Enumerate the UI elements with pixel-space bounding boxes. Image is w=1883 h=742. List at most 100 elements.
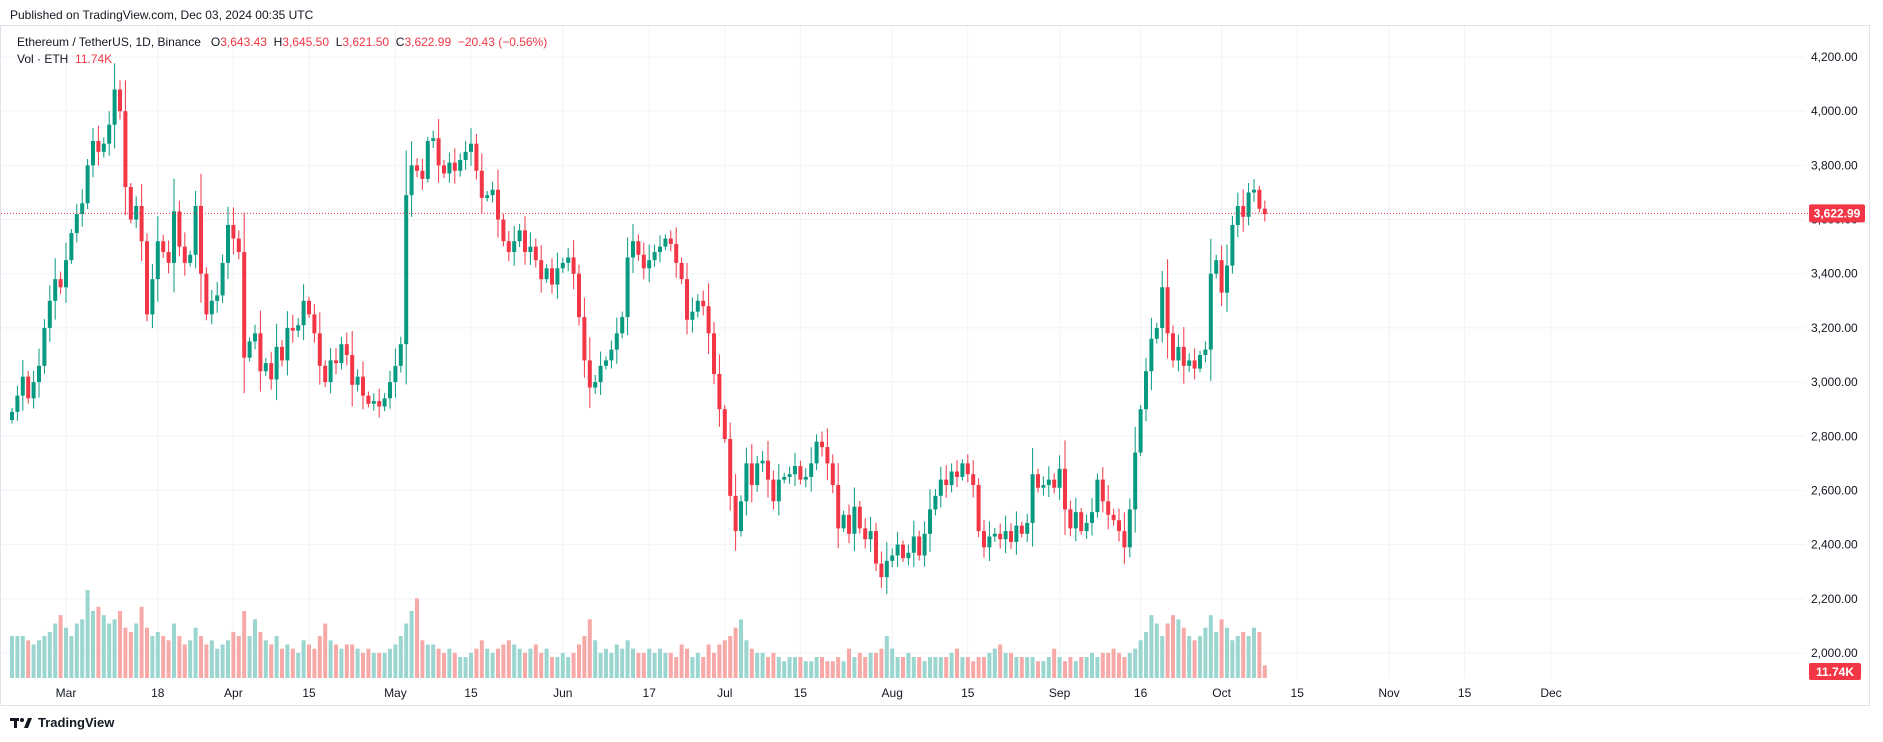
- volume-bar: [334, 644, 338, 678]
- volume-bar: [469, 652, 473, 678]
- volume-bar: [749, 648, 754, 678]
- candle-body: [409, 165, 414, 196]
- candle-body: [739, 501, 743, 532]
- x-tick-label: May: [384, 686, 407, 700]
- candle-body: [911, 536, 916, 553]
- candle-body: [236, 238, 241, 253]
- candle-body: [1068, 509, 1073, 529]
- candle-body: [355, 376, 360, 385]
- candle-body: [776, 479, 781, 502]
- candle-body: [107, 124, 112, 144]
- candle-body: [1100, 479, 1105, 502]
- volume-bar: [922, 661, 927, 678]
- candle-body: [15, 395, 20, 412]
- candle-body: [274, 346, 279, 380]
- volume-bar: [247, 636, 252, 678]
- volume-bar: [965, 657, 970, 678]
- volume-bar: [1014, 657, 1019, 678]
- candle-body: [215, 295, 220, 301]
- volume-bar: [614, 644, 619, 678]
- candle-body: [226, 224, 230, 263]
- candle-body: [31, 382, 36, 399]
- volume-bar: [253, 619, 257, 678]
- symbol-name[interactable]: Ethereum / TetherUS, 1D, Binance: [17, 35, 201, 49]
- candle-body: [512, 241, 517, 253]
- change-value: −20.43 (−0.56%): [457, 35, 548, 49]
- volume-row[interactable]: Vol · ETH 11.74K: [17, 51, 547, 68]
- volume-bar: [577, 644, 581, 678]
- volume-bar: [620, 648, 625, 678]
- volume-bar: [280, 648, 284, 678]
- candle-body: [1241, 206, 1246, 217]
- candle-body: [901, 544, 905, 559]
- volume-bar: [609, 652, 614, 678]
- brand-name: TradingView: [38, 715, 115, 730]
- volume-bar: [544, 648, 549, 678]
- symbol-row[interactable]: Ethereum / TetherUS, 1D, Binance O3,643.…: [17, 34, 547, 51]
- last-volume-label: 11.74K: [1816, 665, 1854, 679]
- volume-bar: [296, 652, 301, 678]
- candle-body: [323, 365, 328, 383]
- x-tick-label: Sep: [1049, 686, 1071, 700]
- volume-bar: [992, 648, 997, 678]
- candle-body: [533, 246, 538, 261]
- candle-body: [479, 170, 484, 198]
- candle-body: [91, 140, 95, 166]
- volume-bar: [1181, 627, 1186, 678]
- candle-body: [420, 170, 425, 179]
- volume-bar: [593, 640, 598, 678]
- candle-body: [663, 238, 668, 247]
- volume-bar: [42, 636, 47, 678]
- volume-bar: [415, 598, 419, 678]
- volume-bar: [74, 623, 79, 678]
- volume-bar: [404, 623, 409, 678]
- y-tick-label: 2,200.00: [1811, 592, 1858, 606]
- candle-body: [771, 479, 776, 502]
- tradingview-footer[interactable]: TradingView: [10, 715, 114, 730]
- candle-body: [393, 365, 398, 383]
- close-label: C: [395, 35, 405, 49]
- candle-body: [463, 151, 468, 160]
- candle-body: [307, 300, 311, 315]
- candle-body: [933, 495, 938, 510]
- candle-body: [1214, 260, 1219, 274]
- volume-bar: [204, 644, 209, 678]
- volume-bar: [1090, 652, 1094, 678]
- volume-bar: [911, 657, 916, 678]
- volume-bar: [285, 644, 290, 678]
- chart-legend: Ethereum / TetherUS, 1D, Binance O3,643.…: [17, 34, 547, 68]
- x-tick-label: Nov: [1378, 686, 1399, 700]
- volume-bar: [1106, 652, 1111, 678]
- volume-bar: [361, 652, 365, 678]
- volume-bar: [852, 657, 857, 678]
- candle-body: [685, 279, 689, 320]
- volume-bar: [1203, 627, 1208, 678]
- volume-bar: [1046, 657, 1051, 678]
- candle-body: [766, 460, 770, 480]
- candle-body: [701, 300, 706, 307]
- volume-bar: [895, 657, 900, 678]
- volume-bar: [582, 636, 587, 678]
- candle-body: [1090, 512, 1094, 523]
- volume-bar: [96, 606, 101, 678]
- volume-bar: [188, 640, 193, 678]
- candle-body: [609, 349, 614, 361]
- candle-body: [614, 333, 619, 350]
- volume-bar: [793, 657, 797, 678]
- candle-body: [1138, 409, 1143, 453]
- volume-bar: [868, 652, 873, 678]
- volume-bar: [398, 636, 403, 678]
- candle-body: [1073, 512, 1078, 529]
- candle-body: [1144, 371, 1148, 410]
- candle-body: [334, 360, 338, 364]
- volume-bar: [1214, 631, 1219, 678]
- volume-bar: [474, 648, 479, 678]
- x-tick-label: 18: [151, 686, 165, 700]
- volume-bar: [1117, 652, 1121, 678]
- volume-bar: [982, 657, 986, 678]
- candle-body: [242, 252, 247, 358]
- volume-bar: [1208, 615, 1213, 678]
- candle-body: [188, 254, 193, 263]
- candle-body: [1154, 327, 1159, 339]
